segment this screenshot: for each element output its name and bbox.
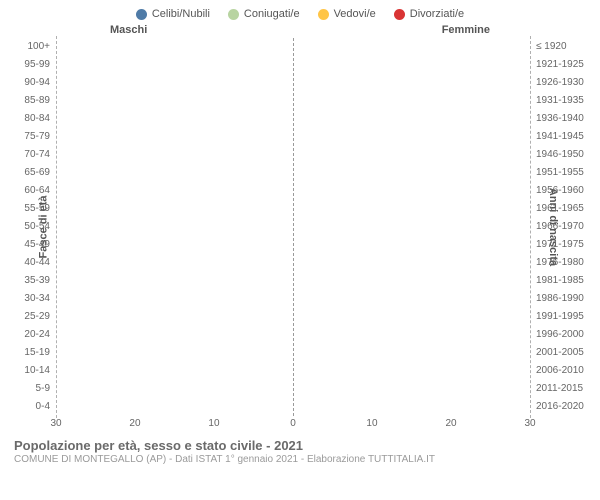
age-label: 90-94 bbox=[24, 74, 56, 92]
age-label: 65-69 bbox=[24, 164, 56, 182]
birth-year-label: 1976-1980 bbox=[530, 254, 584, 272]
age-label: 80-84 bbox=[24, 110, 56, 128]
age-label: 75-79 bbox=[24, 128, 56, 146]
chart-footer: Popolazione per età, sesso e stato civil… bbox=[10, 438, 590, 465]
legend-label: Celibi/Nubili bbox=[152, 8, 210, 20]
birth-year-label: 1951-1955 bbox=[530, 164, 584, 182]
age-label: 5-9 bbox=[36, 380, 56, 398]
birth-year-label: 1931-1935 bbox=[530, 92, 584, 110]
legend-label: Divorziati/e bbox=[410, 8, 464, 20]
birth-year-label: 1961-1965 bbox=[530, 200, 584, 218]
x-axis: 3020100102030 bbox=[56, 416, 530, 432]
age-label: 20-24 bbox=[24, 326, 56, 344]
birth-year-label: 1981-1985 bbox=[530, 272, 584, 290]
birth-year-label: 1956-1960 bbox=[530, 182, 584, 200]
legend-swatch bbox=[136, 9, 147, 20]
age-label: 60-64 bbox=[24, 182, 56, 200]
legend: Celibi/Nubili Coniugati/e Vedovi/e Divorzia… bbox=[10, 8, 590, 20]
age-label: 50-54 bbox=[24, 218, 56, 236]
birth-year-label: 1946-1950 bbox=[530, 146, 584, 164]
age-label: 95-99 bbox=[24, 56, 56, 74]
legend-swatch bbox=[228, 9, 239, 20]
x-tick: 10 bbox=[366, 418, 377, 429]
x-tick: 30 bbox=[50, 418, 61, 429]
birth-year-label: 1936-1940 bbox=[530, 110, 584, 128]
plot-area: 100+≤ 192095-991921-192590-941926-193085… bbox=[56, 38, 530, 416]
birth-year-label: 2006-2010 bbox=[530, 362, 584, 380]
x-tick: 20 bbox=[445, 418, 456, 429]
x-tick: 10 bbox=[208, 418, 219, 429]
birth-year-label: 2001-2005 bbox=[530, 344, 584, 362]
center-line bbox=[293, 38, 294, 416]
legend-item: Coniugati/e bbox=[228, 8, 300, 20]
legend-swatch bbox=[394, 9, 405, 20]
birth-year-label: 1966-1970 bbox=[530, 218, 584, 236]
population-pyramid-chart: Celibi/Nubili Coniugati/e Vedovi/e Divorzia… bbox=[0, 0, 600, 500]
birth-year-label: 2011-2015 bbox=[530, 380, 583, 398]
age-label: 70-74 bbox=[24, 146, 56, 164]
age-label: 85-89 bbox=[24, 92, 56, 110]
age-label: 0-4 bbox=[36, 398, 56, 416]
male-label: Maschi bbox=[110, 24, 147, 36]
age-label: 25-29 bbox=[24, 308, 56, 326]
age-label: 35-39 bbox=[24, 272, 56, 290]
age-label: 10-14 bbox=[24, 362, 56, 380]
age-label: 100+ bbox=[27, 38, 56, 56]
birth-year-label: 1986-1990 bbox=[530, 290, 584, 308]
age-label: 45-49 bbox=[24, 236, 56, 254]
age-label: 30-34 bbox=[24, 290, 56, 308]
legend-item: Celibi/Nubili bbox=[136, 8, 210, 20]
gender-labels: Maschi Femmine bbox=[10, 24, 590, 38]
birth-year-label: ≤ 1920 bbox=[530, 38, 567, 56]
legend-item: Divorziati/e bbox=[394, 8, 464, 20]
female-label: Femmine bbox=[442, 24, 490, 36]
x-tick: 30 bbox=[524, 418, 535, 429]
birth-year-label: 1921-1925 bbox=[530, 56, 584, 74]
birth-year-label: 2016-2020 bbox=[530, 398, 584, 416]
birth-year-label: 1996-2000 bbox=[530, 326, 584, 344]
birth-year-label: 1971-1975 bbox=[530, 236, 584, 254]
birth-year-label: 1926-1930 bbox=[530, 74, 584, 92]
footer-title: Popolazione per età, sesso e stato civil… bbox=[14, 438, 586, 453]
age-label: 15-19 bbox=[24, 344, 56, 362]
x-tick: 20 bbox=[129, 418, 140, 429]
footer-subtitle: COMUNE DI MONTEGALLO (AP) - Dati ISTAT 1… bbox=[14, 454, 586, 465]
legend-swatch bbox=[318, 9, 329, 20]
x-tick: 0 bbox=[290, 418, 296, 429]
birth-year-label: 1941-1945 bbox=[530, 128, 584, 146]
legend-label: Coniugati/e bbox=[244, 8, 300, 20]
birth-year-label: 1991-1995 bbox=[530, 308, 584, 326]
legend-label: Vedovi/e bbox=[334, 8, 376, 20]
age-label: 40-44 bbox=[24, 254, 56, 272]
age-label: 55-59 bbox=[24, 200, 56, 218]
legend-item: Vedovi/e bbox=[318, 8, 376, 20]
